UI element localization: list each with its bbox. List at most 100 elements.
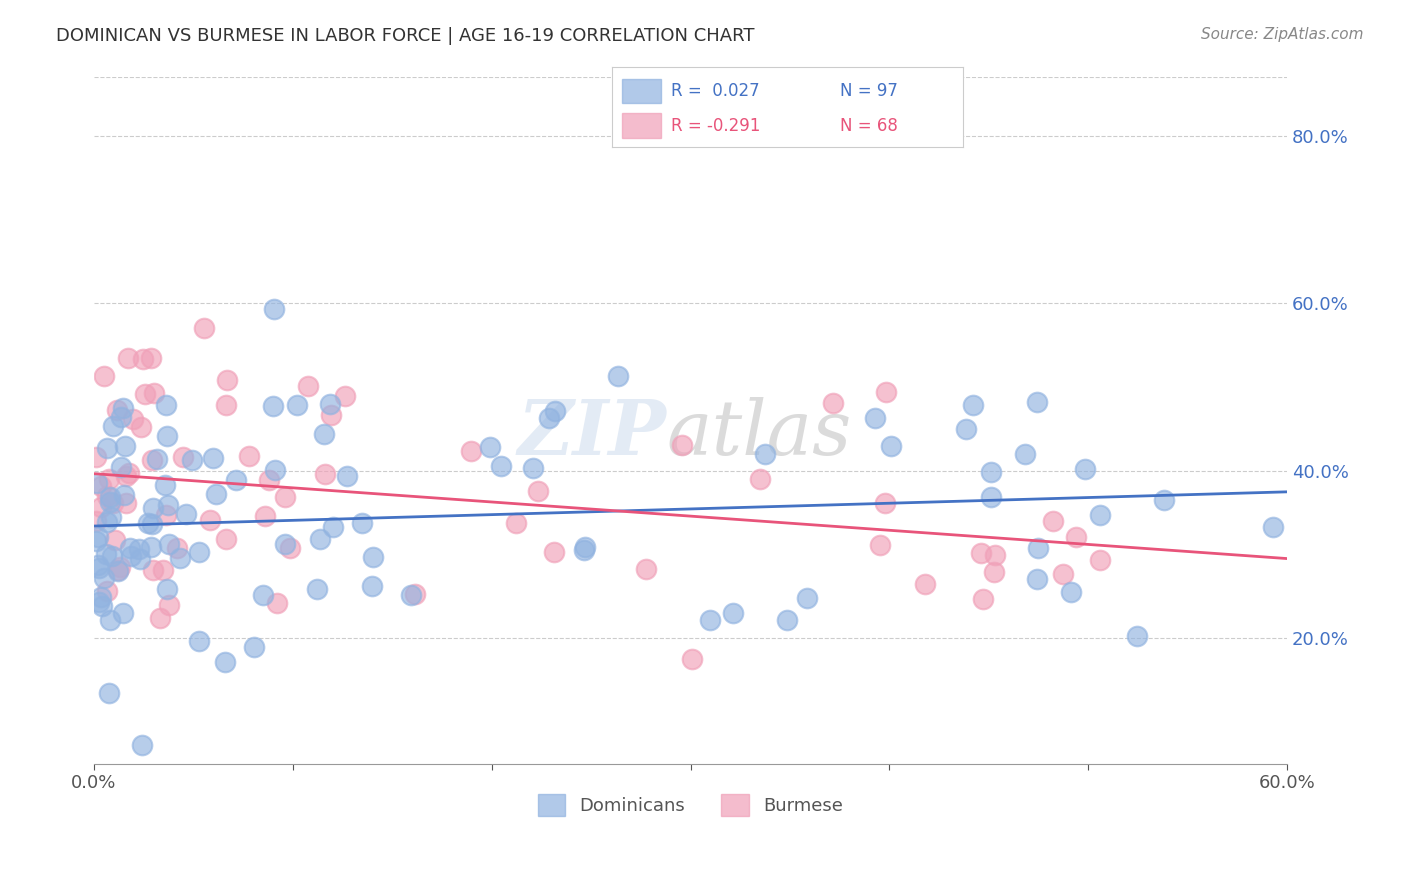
Point — [90, 500, 112, 514]
Point — [404, 587, 426, 601]
Point — [142, 501, 165, 516]
Point — [93, 369, 115, 384]
Point — [671, 438, 693, 452]
Point — [962, 399, 984, 413]
Point — [274, 536, 297, 550]
Point — [142, 385, 165, 400]
Point — [821, 396, 844, 410]
Point — [155, 428, 177, 442]
Point — [139, 351, 162, 366]
Point — [96, 584, 118, 599]
Point — [201, 450, 224, 465]
Point — [527, 483, 550, 498]
Point — [262, 399, 284, 413]
Point — [174, 507, 197, 521]
Point — [1025, 572, 1047, 586]
Point — [86, 530, 108, 544]
Point — [129, 552, 152, 566]
Point — [1088, 508, 1111, 522]
Text: ZIP: ZIP — [517, 397, 666, 471]
Point — [142, 564, 165, 578]
Point — [1064, 530, 1087, 544]
Point — [98, 613, 121, 627]
Point — [869, 538, 891, 552]
Point — [399, 588, 422, 602]
Point — [90, 479, 112, 493]
Point — [156, 582, 179, 596]
FancyBboxPatch shape — [621, 113, 661, 137]
Point — [1060, 585, 1083, 599]
Point — [146, 451, 169, 466]
Point — [155, 478, 177, 492]
Point — [360, 579, 382, 593]
Point — [984, 548, 1007, 562]
Point — [322, 519, 344, 533]
Point — [263, 302, 285, 317]
Point — [136, 516, 159, 530]
Point — [243, 640, 266, 655]
Point — [111, 606, 134, 620]
Text: atlas: atlas — [666, 397, 852, 471]
Point — [141, 452, 163, 467]
Point — [105, 403, 128, 417]
Point — [1153, 493, 1175, 508]
Point — [84, 534, 107, 549]
Point — [972, 592, 994, 607]
Point — [238, 449, 260, 463]
Point — [1014, 448, 1036, 462]
Point — [309, 532, 332, 546]
Point — [749, 472, 772, 486]
Point — [114, 469, 136, 483]
Point — [188, 545, 211, 559]
Point — [141, 516, 163, 531]
Point — [84, 514, 107, 528]
Point — [489, 458, 512, 473]
Legend: Dominicans, Burmese: Dominicans, Burmese — [531, 787, 851, 823]
Point — [479, 440, 502, 454]
Point — [89, 595, 111, 609]
Point — [104, 533, 127, 548]
Point — [180, 453, 202, 467]
Point — [214, 656, 236, 670]
Point — [914, 577, 936, 591]
Point — [166, 541, 188, 556]
FancyBboxPatch shape — [621, 79, 661, 103]
Point — [214, 398, 236, 412]
Point — [98, 490, 121, 504]
Point — [274, 490, 297, 504]
Text: R =  0.027: R = 0.027 — [672, 82, 761, 100]
Point — [121, 411, 143, 425]
Point — [101, 419, 124, 434]
Point — [98, 472, 121, 486]
Point — [97, 685, 120, 699]
Point — [319, 397, 342, 411]
Point — [254, 509, 277, 524]
Point — [134, 387, 156, 401]
Point — [128, 541, 150, 556]
Point — [100, 549, 122, 564]
Point — [112, 488, 135, 502]
Point — [96, 489, 118, 503]
Text: Source: ZipAtlas.com: Source: ZipAtlas.com — [1201, 27, 1364, 42]
Point — [983, 566, 1005, 580]
Point — [98, 495, 121, 509]
Text: N = 68: N = 68 — [841, 117, 898, 135]
Point — [1025, 394, 1047, 409]
Point — [278, 541, 301, 555]
Point — [157, 537, 180, 551]
Point — [980, 491, 1002, 505]
Point — [314, 426, 336, 441]
Point — [152, 563, 174, 577]
Point — [863, 410, 886, 425]
Point — [875, 496, 897, 510]
Point — [100, 509, 122, 524]
Point — [187, 634, 209, 648]
Point — [505, 516, 527, 531]
Point — [86, 476, 108, 491]
Point — [307, 582, 329, 596]
Point — [157, 498, 180, 512]
Point — [574, 540, 596, 554]
Point — [319, 408, 342, 422]
Point — [225, 473, 247, 487]
Point — [335, 389, 357, 403]
